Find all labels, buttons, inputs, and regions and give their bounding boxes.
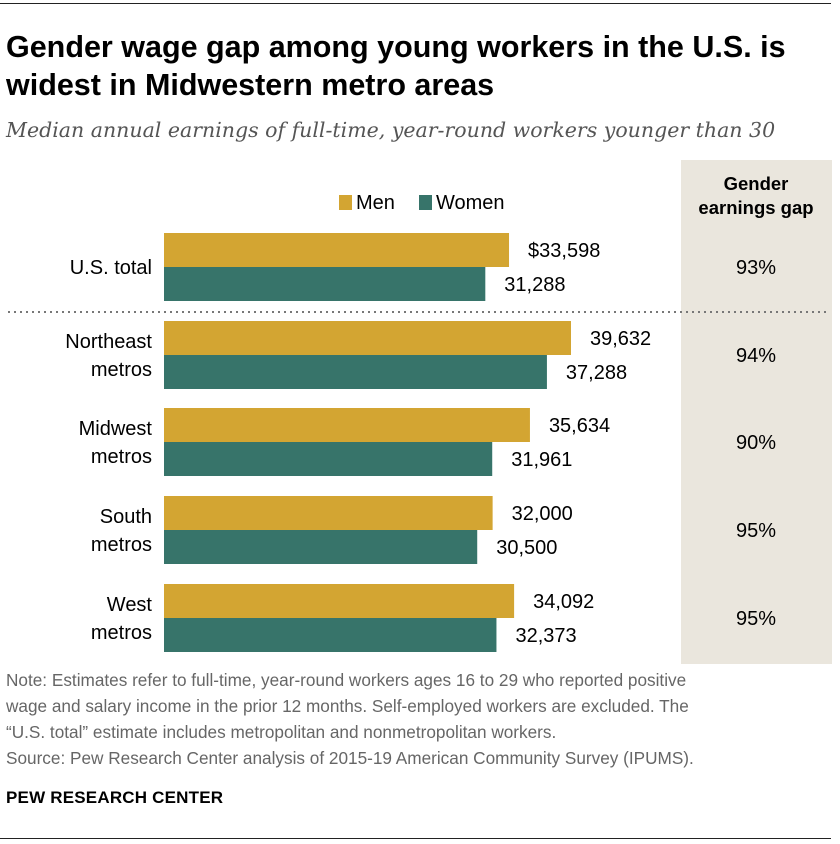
category-labels: U.S. total Northeast metros Midwest metros So… — [65, 257, 152, 644]
category-label: South metros — [91, 506, 152, 556]
note-line-2: wage and salary income in the prior 12 m… — [6, 696, 689, 716]
footnote: Note: Estimates refer to full-time, year… — [6, 667, 832, 771]
category-label: Northeast metros — [65, 331, 152, 381]
bar-men — [164, 584, 515, 618]
bar-women — [164, 618, 497, 652]
brand-logo-text: PEW RESEARCH CENTER — [6, 788, 224, 807]
bar-women — [164, 530, 478, 564]
category-label: U.S. total — [70, 257, 152, 279]
value-label-men: 39,632 — [590, 328, 651, 350]
gap-value: 95% — [736, 520, 776, 542]
value-label-women: 31,288 — [504, 274, 565, 296]
bar-men — [164, 233, 510, 267]
value-label-men: 34,092 — [533, 591, 594, 613]
note-line-3: “U.S. total” estimate includes metropoli… — [6, 722, 557, 742]
legend-label-women: Women — [436, 192, 505, 214]
bar-women — [164, 442, 493, 476]
gap-column-background — [681, 160, 832, 664]
value-label-men: 35,634 — [549, 415, 610, 437]
bar-men — [164, 496, 493, 530]
gap-column-header-line: earnings gap — [698, 197, 813, 218]
legend-label-men: Men — [356, 192, 395, 214]
bar-chart: Men Women U.S. total Northeast metros Midwes… — [8, 160, 832, 664]
gap-value: 95% — [736, 608, 776, 630]
value-label-men: 32,000 — [512, 503, 573, 525]
value-label-women: 32,373 — [515, 625, 576, 647]
value-label-women: 31,961 — [511, 449, 572, 471]
value-label-men: $33,598 — [528, 240, 600, 262]
bottom-rule — [0, 838, 831, 839]
chart-subtitle: Median annual earnings of full-time, yea… — [6, 118, 776, 142]
legend-swatch-men — [339, 195, 352, 210]
value-label-women: 37,288 — [566, 362, 627, 384]
bar-men — [164, 321, 571, 355]
gap-value: 93% — [736, 257, 776, 279]
value-labels: $33,598 31,288 39,632 37,288 35,634 31,961 32,… — [496, 240, 651, 647]
gap-values: Gender earnings gap 93% 94% 90% 95% 95% — [698, 173, 813, 630]
note-line-1: Note: Estimates refer to full-time, year… — [6, 670, 687, 690]
top-rule — [0, 3, 831, 4]
bar-women — [164, 355, 547, 389]
gap-value: 94% — [736, 345, 776, 367]
source-line: Source: Pew Research Center analysis of … — [6, 748, 694, 768]
category-label: Midwest metros — [79, 418, 153, 468]
legend-swatch-women — [419, 195, 432, 210]
bar-women — [164, 267, 486, 301]
gap-column — [681, 160, 832, 664]
value-label-women: 30,500 — [496, 537, 557, 559]
gap-value: 90% — [736, 432, 776, 454]
legend: Men Women — [339, 192, 505, 214]
gap-column-header-line: Gender — [724, 173, 789, 194]
bar-men — [164, 408, 530, 442]
category-label: West metros — [91, 594, 153, 644]
chart-title: Gender wage gap among young workers in t… — [6, 30, 786, 102]
bars-group — [164, 233, 571, 652]
